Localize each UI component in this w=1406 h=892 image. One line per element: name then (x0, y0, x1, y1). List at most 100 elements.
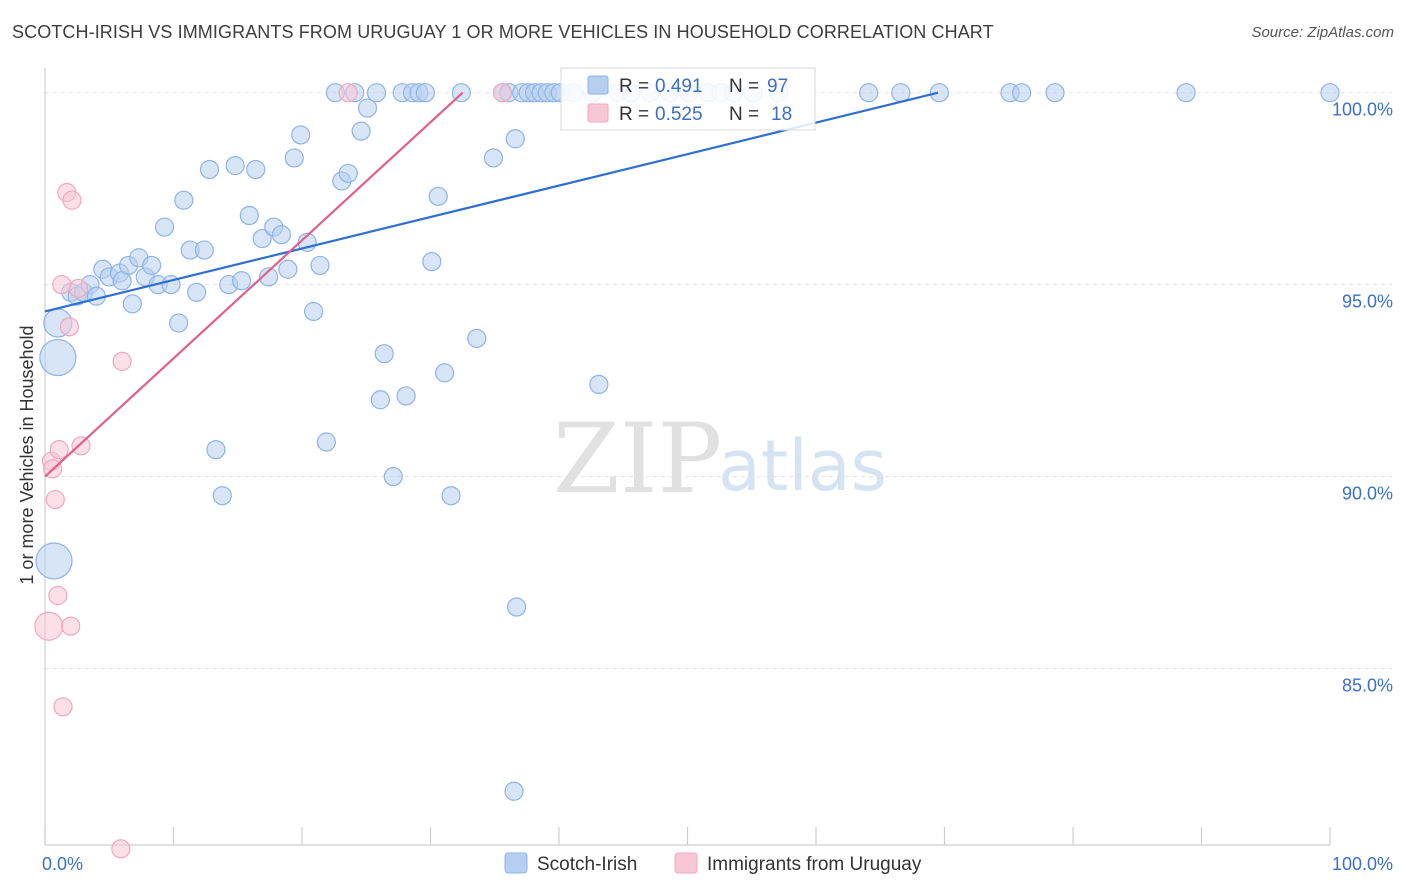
scotch-irish-point-32 (246, 159, 266, 180)
scotch-irish-point-26 (206, 440, 226, 460)
legend-swatch-scotch-irish (587, 75, 609, 95)
scotch-irish-point-1 (39, 338, 77, 377)
bottom-legend-uruguay: Immigrants from Uruguay (707, 854, 922, 875)
scotch-irish-point-33 (252, 228, 272, 249)
uruguay-point-13 (71, 436, 91, 456)
scotch-irish-point-31 (239, 205, 259, 226)
scotch-irish-point-50 (366, 83, 387, 103)
y-tick-label-3: 85.0% (1342, 675, 1393, 695)
uruguay-point-12 (68, 278, 89, 299)
scotch-irish-point-27 (212, 486, 232, 506)
scotch-irish-point-30 (232, 271, 252, 291)
scotch-irish-point-96 (1045, 83, 1065, 103)
uruguay-point-14 (112, 351, 132, 371)
y-axis-title: 1 or more Vehicles in Household (17, 325, 37, 584)
series-uruguay-points (34, 83, 513, 859)
x-tick-label-1: 100.0% (1332, 854, 1393, 874)
scotch-irish-point-53 (383, 466, 403, 487)
scotch-irish-point-52 (374, 344, 394, 364)
watermark: ZIP atlas (553, 403, 887, 515)
uruguay-point-0 (34, 611, 64, 641)
uruguay-point-7 (53, 697, 73, 717)
scotch-irish-point-65 (483, 148, 504, 168)
scotch-irish-point-37 (278, 259, 298, 279)
y-tick-label-0: 100.0% (1332, 100, 1393, 120)
scotch-irish-point-98 (1320, 83, 1340, 103)
scotch-irish-point-80 (589, 374, 609, 395)
scotch-irish-point-58 (415, 83, 435, 103)
scotch-irish-point-2 (35, 542, 73, 580)
scotch-irish-point-68 (505, 129, 525, 149)
legend-r-label-2: R = (619, 104, 649, 125)
bottom-legend-swatch-scotch-irish (504, 852, 528, 874)
watermark-atlas: atlas (718, 425, 887, 507)
legend-n-value-2: 18 (771, 104, 792, 125)
chart-title: SCOTCH-IRISH VS IMMIGRANTS FROM URUGUAY … (12, 22, 994, 42)
uruguay-point-10 (61, 616, 81, 636)
scotch-irish-point-41 (303, 301, 324, 322)
watermark-zip: ZIP (553, 403, 722, 515)
scotch-irish-point-46 (338, 163, 358, 183)
uruguay-trend-line (44, 91, 464, 478)
scotch-irish-point-21 (174, 190, 194, 210)
scotch-irish-point-18 (154, 217, 175, 237)
scotch-irish-point-64 (467, 328, 487, 348)
legend-box: R = 0.491 N = 97 R = 0.525 N = 18 (560, 67, 816, 131)
scotch-irish-point-71 (504, 781, 524, 801)
scotch-irish-point-93 (929, 83, 949, 103)
legend-n-label-2: N = (729, 104, 759, 125)
scotch-irish-point-16 (142, 255, 162, 276)
scotch-irish-point-91 (859, 83, 879, 103)
grid-lines (45, 92, 1392, 669)
scotch-irish-point-60 (428, 186, 448, 206)
scotch-irish-point-39 (291, 125, 311, 145)
tick-labels: 100.0% 95.0% 90.0% 85.0% 0.0% 100.0% (42, 100, 1393, 874)
legend-n-label-1: N = (729, 76, 759, 97)
uruguay-point-3 (45, 489, 65, 510)
legend-r-label-1: R = (619, 76, 649, 97)
chart-source: Source: ZipAtlas.com (1251, 24, 1394, 41)
scotch-irish-point-95 (1011, 83, 1032, 103)
scotch-irish-point-24 (194, 240, 214, 260)
scotch-irish-point-51 (370, 390, 390, 410)
scotch-irish-point-34 (258, 267, 279, 287)
scotch-irish-point-97 (1176, 83, 1196, 103)
uruguay-point-11 (62, 190, 82, 210)
scotch-irish-point-55 (396, 386, 416, 406)
legend-n-value-1: 97 (767, 76, 788, 97)
uruguay-point-6 (52, 275, 72, 295)
bottom-legend-scotch-irish: Scotch-Irish (537, 854, 637, 875)
x-tick-label-0: 0.0% (42, 854, 83, 874)
bottom-legend: Scotch-Irish Immigrants from Uruguay (504, 852, 922, 875)
uruguay-point-16 (338, 83, 358, 103)
scotch-irish-point-49 (357, 98, 378, 118)
scotch-irish-point-42 (310, 255, 330, 276)
bottom-legend-swatch-uruguay (674, 852, 698, 874)
y-tick-label-1: 95.0% (1342, 292, 1393, 312)
scotch-irish-point-61 (435, 363, 455, 383)
uruguay-point-9 (59, 317, 80, 337)
scotch-irish-point-38 (284, 148, 304, 168)
scotch-irish-point-62 (441, 486, 461, 506)
uruguay-point-17 (492, 83, 513, 103)
scotch-irish-point-29 (225, 156, 245, 176)
scotch-irish-point-48 (351, 121, 371, 141)
scotch-irish-point-23 (187, 282, 207, 302)
scotch-irish-point-43 (316, 432, 337, 452)
y-tick-label-2: 90.0% (1342, 484, 1393, 504)
scotch-irish-point-13 (122, 294, 142, 314)
legend-swatch-uruguay (587, 103, 609, 123)
scotch-irish-point-20 (169, 313, 189, 333)
uruguay-point-5 (49, 440, 69, 460)
uruguay-point-15 (111, 839, 131, 859)
scotch-irish-point-25 (199, 159, 220, 180)
scotch-irish-point-72 (506, 597, 527, 617)
legend-r-value-1: 0.491 (655, 76, 703, 97)
scotch-irish-point-92 (891, 83, 911, 103)
scotch-irish-point-59 (422, 251, 442, 272)
scotch-irish-point-36 (271, 225, 292, 245)
uruguay-point-4 (48, 585, 68, 606)
legend-r-value-2: 0.525 (655, 104, 703, 125)
scotch-irish-point-7 (86, 286, 107, 306)
